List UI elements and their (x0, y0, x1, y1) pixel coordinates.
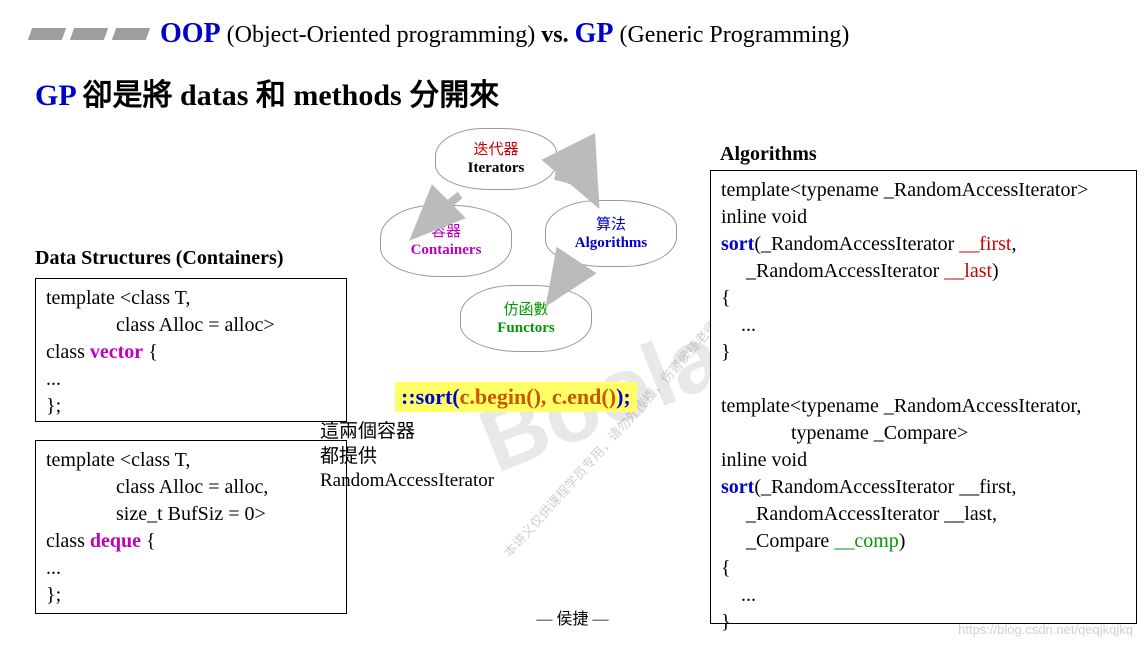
code-line: typename _Compare> (721, 420, 1126, 447)
code-line: inline void (721, 447, 1126, 474)
cloud-label-en: Iterators (468, 159, 525, 177)
code-line: _RandomAccessIterator __last, (721, 501, 1126, 528)
code-line: template <class T, (46, 447, 336, 474)
title-gp: GP (575, 18, 614, 49)
slide-title: OOP (Object-Oriented programming) vs. GP… (160, 18, 849, 50)
vector-codebox: template <class T, class Alloc = alloc> … (35, 278, 347, 422)
note-line: RandomAccessIterator (320, 469, 494, 494)
code-line: inline void (721, 204, 1126, 231)
ds-heading: Data Structures (Containers) (35, 247, 284, 270)
watermark-url: https://blog.csdn.net/qeqjkqjkq (958, 622, 1133, 637)
code-line: _RandomAccessIterator __last) (721, 258, 1126, 285)
code-line: template<typename _RandomAccessIterator> (721, 177, 1126, 204)
subtitle-rest: 卻是將 datas 和 methods 分開來 (75, 79, 499, 112)
note-line: 都提供 (320, 445, 494, 470)
sort-ns: ::sort( (401, 384, 460, 409)
code-line: ... (46, 366, 336, 393)
code-line: { (721, 555, 1126, 582)
cloud-label-cn: 迭代器 (473, 141, 518, 159)
cloud-algorithms: 算法 Algorithms (545, 200, 677, 267)
slide: OOP (Object-Oriented programming) vs. GP… (0, 0, 1145, 645)
cloud-label-cn: 算法 (596, 216, 626, 234)
cloud-label-cn: 仿函數 (503, 301, 548, 319)
slide-subtitle: GP 卻是將 datas 和 methods 分開來 (35, 70, 499, 114)
cloud-label-en: Functors (497, 319, 555, 337)
containers-note: 這兩個容器 都提供 RandomAccessIterator (320, 420, 494, 494)
subtitle-gp: GP (35, 79, 75, 112)
code-line: ... (721, 312, 1126, 339)
code-line: { (721, 285, 1126, 312)
code-line: class Alloc = alloc, (46, 474, 336, 501)
code-line: } (721, 339, 1126, 366)
code-line (721, 366, 1126, 393)
code-line: template <class T, (46, 285, 336, 312)
code-line: ... (46, 555, 336, 582)
code-line: sort(_RandomAccessIterator __first, (721, 474, 1126, 501)
title-decor (30, 28, 148, 40)
sort-args: c.begin(), c.end() (460, 384, 616, 409)
algo-heading: Algorithms (720, 143, 817, 166)
cloud-label-en: Containers (411, 241, 482, 259)
cloud-containers: 容器 Containers (380, 205, 512, 277)
code-line: class vector { (46, 339, 336, 366)
deque-codebox: template <class T, class Alloc = alloc, … (35, 440, 347, 614)
note-line: 這兩個容器 (320, 420, 494, 445)
title-gp-desc: (Generic Programming) (619, 22, 849, 48)
code-line: template<typename _RandomAccessIterator, (721, 393, 1126, 420)
code-line: _Compare __comp) (721, 528, 1126, 555)
code-line: class deque { (46, 528, 336, 555)
cloud-label-cn: 容器 (431, 223, 461, 241)
cloud-functors: 仿函數 Functors (460, 285, 592, 352)
code-line: sort(_RandomAccessIterator __first, (721, 231, 1126, 258)
code-line: size_t BufSiz = 0> (46, 501, 336, 528)
algo-codebox: template<typename _RandomAccessIterator>… (710, 170, 1137, 624)
sort-call-highlight: ::sort(c.begin(), c.end()); (395, 382, 637, 412)
code-line: class Alloc = alloc> (46, 312, 336, 339)
code-line: }; (46, 393, 336, 420)
title-vs: vs. (541, 22, 568, 48)
title-oop: OOP (160, 18, 221, 49)
title-oop-desc: (Object-Oriented programming) (227, 22, 536, 48)
cloud-label-en: Algorithms (575, 234, 648, 252)
cloud-iterators: 迭代器 Iterators (435, 128, 557, 190)
sort-close: ); (616, 384, 631, 409)
